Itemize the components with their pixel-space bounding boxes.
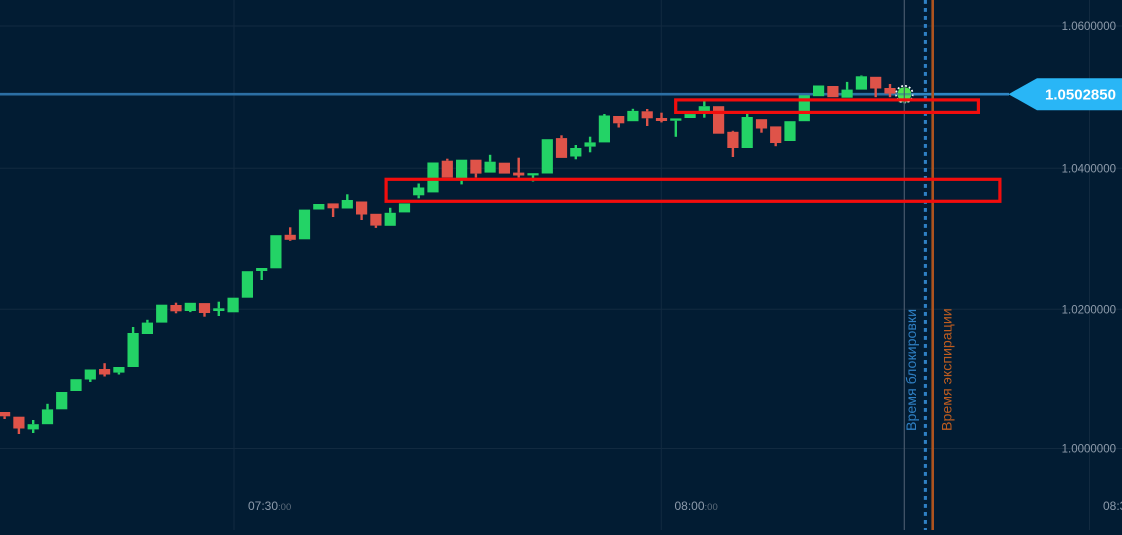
svg-text:08:00:00: 08:00:00	[675, 499, 718, 513]
svg-text:1.0000000: 1.0000000	[1062, 444, 1116, 456]
svg-text:1.0400000: 1.0400000	[1062, 163, 1116, 175]
svg-text:1.0502850: 1.0502850	[1045, 87, 1116, 104]
svg-text:07:30:00: 07:30:00	[248, 499, 291, 513]
svg-text:08:30:00: 08:30:00	[1103, 499, 1122, 513]
svg-text:1.0200000: 1.0200000	[1062, 304, 1116, 316]
svg-text:Время экспирации: Время экспирации	[940, 308, 956, 431]
svg-text:Время блокировки: Время блокировки	[904, 309, 920, 431]
svg-text:1.0600000: 1.0600000	[1062, 21, 1116, 33]
